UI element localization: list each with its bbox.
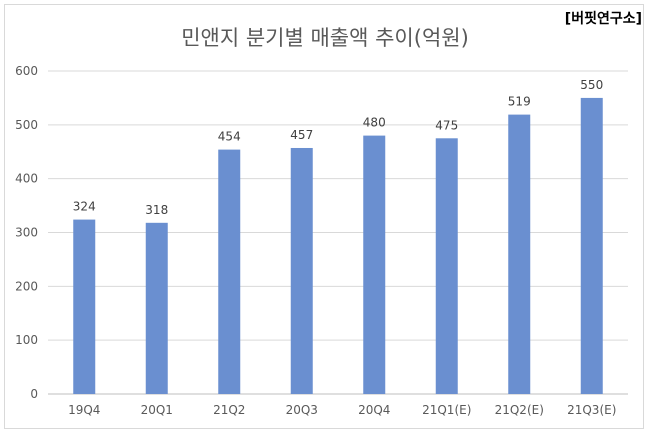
x-tick-label: 20Q4 (358, 403, 390, 417)
x-tick-label: 20Q1 (141, 403, 173, 417)
data-label: 324 (73, 200, 96, 214)
bar (145, 222, 168, 394)
y-tick-label: 500 (15, 118, 38, 132)
data-label: 475 (435, 118, 458, 132)
y-tick-label: 300 (15, 226, 38, 240)
source-label: [버핏연구소] (564, 11, 642, 27)
y-tick-label: 400 (15, 172, 38, 186)
y-tick-label: 0 (30, 387, 38, 401)
bar (290, 147, 313, 394)
bar (580, 97, 603, 395)
y-tick-label: 600 (15, 64, 38, 78)
bar (435, 138, 458, 394)
data-label: 454 (218, 130, 241, 144)
x-tick-label: 20Q3 (286, 403, 318, 417)
x-tick-label: 21Q2(E) (495, 403, 544, 417)
bar (218, 149, 241, 394)
x-tick-label: 21Q2 (213, 403, 245, 417)
bar (363, 135, 386, 394)
data-label: 318 (145, 203, 168, 217)
data-label: 480 (363, 116, 386, 130)
chart-frame (4, 4, 644, 429)
data-label: 550 (580, 78, 603, 92)
x-tick-label: 19Q4 (68, 403, 100, 417)
data-label: 519 (508, 95, 531, 109)
chart-title: 민앤지 분기별 매출액 추이(억원) (181, 26, 469, 50)
y-tick-label: 200 (15, 279, 38, 293)
y-tick-label: 100 (15, 333, 38, 347)
bar (508, 114, 531, 394)
bar (73, 219, 96, 394)
x-tick-label: 21Q1(E) (422, 403, 471, 417)
data-label: 457 (290, 128, 313, 142)
x-tick-label: 21Q3(E) (567, 403, 616, 417)
